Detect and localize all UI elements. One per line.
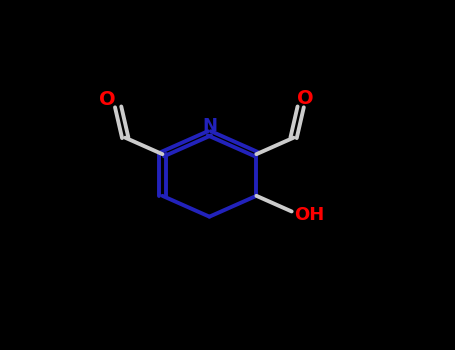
Text: OH: OH	[295, 206, 325, 224]
Text: O: O	[297, 89, 313, 108]
Text: O: O	[99, 90, 115, 109]
Text: N: N	[202, 117, 217, 135]
